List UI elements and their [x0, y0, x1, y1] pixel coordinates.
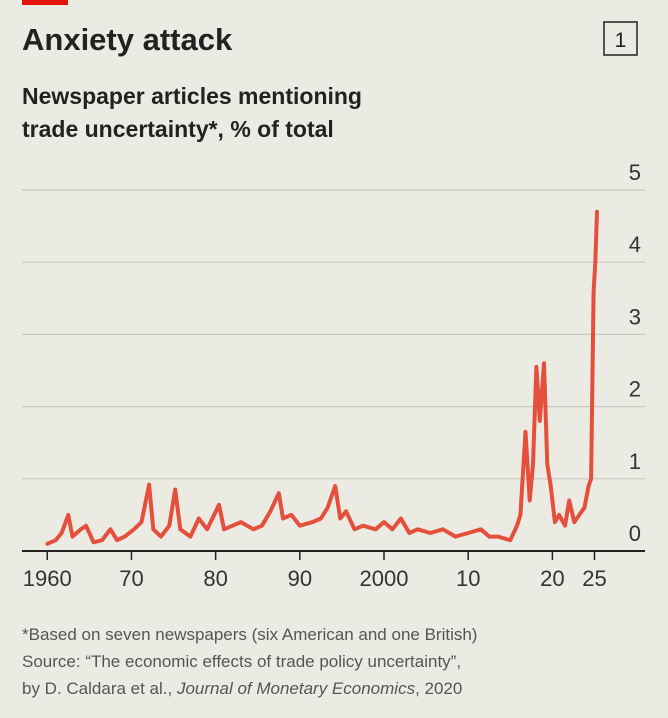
source: Source: “The economic effects of trade p… — [22, 652, 461, 671]
source-text: by D. Caldara et al., — [22, 679, 177, 698]
data-line — [45, 209, 599, 546]
x-tick-label: 25 — [582, 566, 606, 591]
subtitle: trade uncertainty*, % of total — [22, 116, 334, 142]
x-tick-label: 90 — [288, 566, 312, 591]
source: by D. Caldara et al., Journal of Monetar… — [22, 679, 462, 698]
journal: Journal of Monetary Economics — [176, 679, 416, 698]
x-tick-label: 80 — [203, 566, 227, 591]
brand-tag — [22, 0, 68, 5]
x-tick-label: 10 — [456, 566, 480, 591]
y-tick-label: 3 — [629, 304, 641, 329]
y-tick-label: 2 — [629, 377, 641, 402]
badge-box — [603, 21, 638, 56]
x-tick-label: 1960 — [23, 566, 72, 591]
badge: 1 — [615, 29, 627, 52]
footnote: *Based on seven newspapers (six American… — [22, 625, 477, 644]
x-tick-label: 70 — [119, 566, 143, 591]
y-tick-label: 4 — [629, 232, 641, 257]
source-text: , 2020 — [415, 679, 462, 698]
y-tick-label: 1 — [629, 449, 641, 474]
x-tick-label: 2000 — [360, 566, 409, 591]
x-tick-label: 20 — [540, 566, 564, 591]
y-tick-label: 5 — [629, 160, 641, 185]
subtitle: Newspaper articles mentioning — [22, 83, 362, 109]
chart-title: Anxiety attack — [22, 22, 233, 57]
y-tick-label: 0 — [629, 521, 641, 546]
